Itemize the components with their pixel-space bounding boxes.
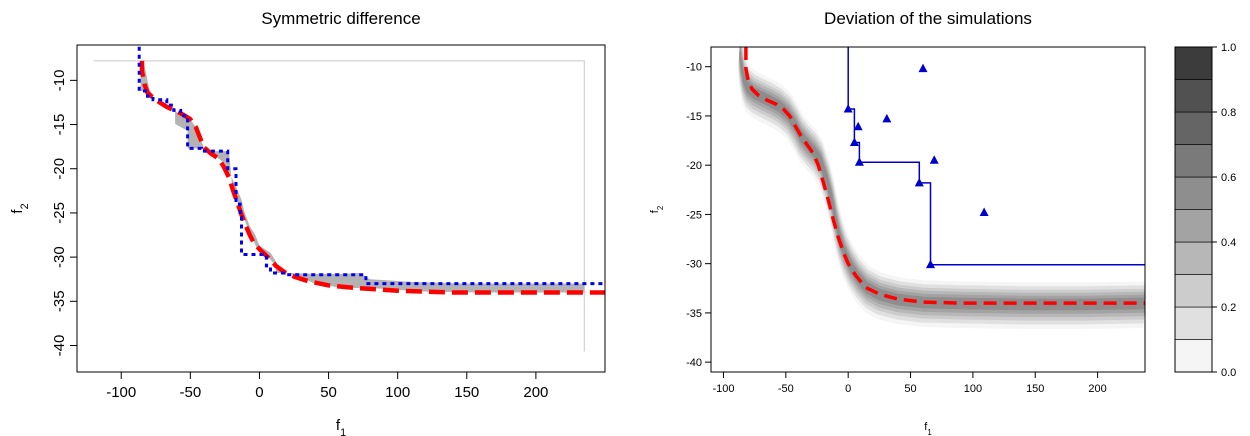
y-tick-label: -35 (686, 308, 702, 320)
x-tick-label: 0 (255, 384, 263, 401)
x-axis-label: f1 (924, 421, 932, 436)
reference-box-line (93, 60, 585, 352)
y-tick-label: -35 (51, 290, 68, 312)
x-tick-label: -100 (712, 383, 734, 395)
series-line-blue (137, 46, 605, 286)
plot-frame (710, 46, 1146, 373)
y-tick-label: -25 (686, 209, 702, 221)
colorbar-tick-label: 0.8 (1221, 107, 1236, 119)
colorbar-level (1174, 176, 1213, 210)
chart-title: Symmetric difference (261, 9, 420, 28)
x-tick-label: 100 (964, 383, 982, 395)
y-tick-label: -20 (51, 158, 68, 180)
x-axis-label: f1 (336, 417, 346, 436)
colorbar-level (1174, 274, 1213, 308)
plot-frame (76, 44, 606, 373)
data-point (914, 177, 924, 187)
x-tick-label: 0 (845, 383, 851, 395)
deviation-chart: Deviation of the simulations -100 -50 0 50 1… (649, 9, 1236, 436)
colorbar-tick-label: 0.6 (1221, 172, 1236, 184)
data-point (882, 113, 892, 123)
y-tick-label: -30 (686, 259, 702, 271)
data-point (929, 155, 939, 164)
colorbar: 0.0 0.2 0.4 0.6 0.8 1.0 (1174, 42, 1236, 379)
deviation-band (738, 47, 1145, 318)
y-tick-label: -40 (51, 335, 68, 357)
data-point (849, 137, 859, 147)
plot-area (93, 46, 605, 352)
y-tick-label: -10 (686, 62, 702, 74)
x-tick-label: 200 (523, 384, 548, 401)
plot-area (738, 47, 1145, 329)
colorbar-level (1174, 209, 1213, 243)
y-tick-label: -15 (686, 111, 702, 123)
series-line-red (744, 47, 1145, 305)
colorbar-frame (1174, 46, 1213, 373)
x-tick-label: 200 (1088, 383, 1106, 395)
deviation-band (738, 47, 1145, 329)
y-axis-label: f2 (649, 206, 665, 213)
series-line-red (139, 60, 605, 295)
y-tick-label: -30 (51, 246, 68, 268)
data-point (853, 121, 863, 131)
y-axis-label: f2 (9, 203, 31, 213)
x-tick-label: -50 (778, 383, 794, 395)
chart-title: Deviation of the simulations (824, 9, 1032, 28)
series-line-blue (847, 47, 1145, 266)
y-tick-label: -40 (686, 357, 702, 369)
y-tick-label: -10 (51, 70, 68, 92)
x-tick-label: -100 (106, 384, 136, 401)
deviation-band (739, 47, 1145, 311)
x-tick-label: 50 (904, 383, 916, 395)
colorbar-tick-label: 0.0 (1221, 367, 1236, 379)
colorbar-tick-label: 0.4 (1221, 237, 1236, 249)
colorbar-level (1174, 339, 1213, 373)
y-tick-label: -20 (686, 160, 702, 172)
data-point (979, 207, 989, 216)
colorbar-level (1174, 111, 1213, 145)
symmetric-difference-chart: Symmetric difference -100 -50 0 50 100 150 200… (9, 9, 606, 436)
axes: -100 -50 0 50 100 150 200 -10 -15 -20 -25 -30 -35 -40… (649, 46, 1146, 436)
colorbar-level (1174, 46, 1213, 80)
x-tick-label: 150 (1026, 383, 1044, 395)
data-point (843, 104, 853, 113)
data-point (854, 157, 864, 166)
symmetric-difference-region (140, 60, 585, 293)
x-tick-label: 100 (385, 384, 410, 401)
colorbar-level (1174, 144, 1213, 178)
x-tick-label: -50 (179, 384, 201, 401)
y-tick-label: -25 (51, 202, 68, 224)
deviation-band (738, 47, 1145, 325)
colorbar-tick-label: 0.2 (1221, 302, 1236, 314)
deviation-band (738, 47, 1145, 321)
axes: -100 -50 0 50 100 150 200 -10 -15 -20 -25 -30 -35 -40… (9, 44, 606, 436)
colorbar-level (1174, 241, 1213, 275)
colorbar-level (1174, 79, 1213, 113)
y-tick-label: -15 (51, 114, 68, 136)
data-point (925, 259, 935, 269)
x-tick-label: 50 (320, 384, 337, 401)
x-tick-label: 150 (454, 384, 479, 401)
colorbar-level (1174, 306, 1213, 340)
data-point (918, 63, 928, 73)
deviation-band (739, 47, 1145, 314)
colorbar-tick-label: 1.0 (1221, 42, 1236, 54)
